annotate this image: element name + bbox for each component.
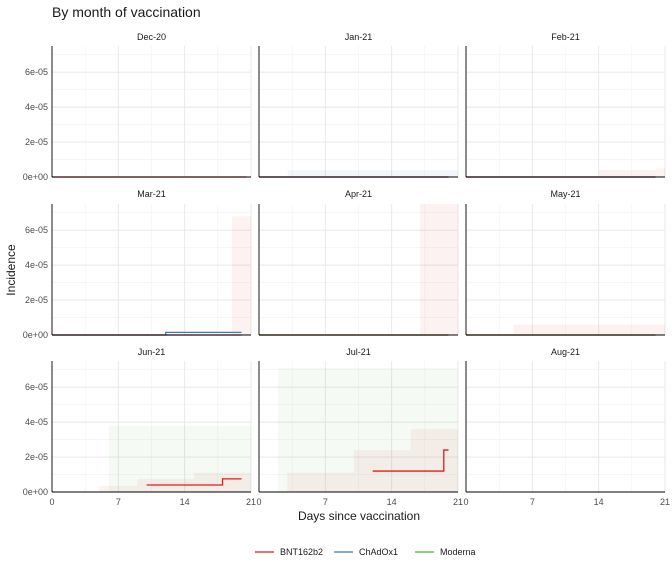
legend-label: ChAdOx1 xyxy=(359,547,398,557)
y-tick-label: 2e-05 xyxy=(25,137,48,147)
x-axis-title: Days since vaccination xyxy=(298,509,420,523)
x-tick-label: 21 xyxy=(660,497,670,507)
confidence-band xyxy=(287,170,458,177)
facet-strip-label: Apr-21 xyxy=(345,189,372,199)
confidence-band xyxy=(655,168,665,177)
facet-panel: Jul-21 0 7 14 21 xyxy=(256,347,463,507)
x-tick-label: 7 xyxy=(530,497,535,507)
facet-panel: Jan-21 xyxy=(258,32,459,178)
confidence-band xyxy=(513,324,665,335)
facet-panel: May-21 xyxy=(465,189,666,336)
confidence-band xyxy=(108,425,251,492)
legend-item: BNT162b2 xyxy=(255,547,323,557)
facet-panel: Mar-21 0e+00 2e-05 4e-05 6e-05 xyxy=(23,189,252,340)
confidence-band xyxy=(99,485,138,492)
y-tick-label: 6e-05 xyxy=(25,67,48,77)
y-tick-label: 0e+00 xyxy=(23,330,48,340)
y-tick-label: 0e+00 xyxy=(23,172,48,182)
legend-item: ChAdOx1 xyxy=(334,547,398,557)
x-tick-label: 21 xyxy=(246,497,256,507)
y-tick-label: 6e-05 xyxy=(25,225,48,235)
facet-panel: Feb-21 xyxy=(465,32,666,178)
x-tick-label: 7 xyxy=(323,497,328,507)
y-tick-label: 4e-05 xyxy=(25,417,48,427)
legend: BNT162b2 ChAdOx1 Moderna xyxy=(255,547,476,557)
confidence-band xyxy=(410,429,458,492)
facet-strip-label: Aug-21 xyxy=(551,347,580,357)
facet-panel: Jun-21 0e+00 2e-05 4e-05 6e-05 0 7 14 21 xyxy=(23,347,256,507)
facet-panel: Apr-21 xyxy=(258,189,459,336)
facet-strip-label: Dec-20 xyxy=(137,32,166,42)
y-tick-label: 4e-05 xyxy=(25,260,48,270)
y-tick-label: 2e-05 xyxy=(25,295,48,305)
x-tick-label: 7 xyxy=(116,497,121,507)
y-tick-label: 4e-05 xyxy=(25,102,48,112)
confidence-band xyxy=(598,170,656,177)
facet-strip-label: Jun-21 xyxy=(138,347,166,357)
facet-strip-label: Feb-21 xyxy=(551,32,580,42)
series-line xyxy=(372,449,449,472)
legend-item: Moderna xyxy=(415,547,476,557)
x-tick-label: 21 xyxy=(453,497,463,507)
x-tick-label: 14 xyxy=(180,497,190,507)
x-tick-label: 0 xyxy=(256,497,261,507)
facet-strip-label: May-21 xyxy=(550,189,580,199)
x-tick-label: 0 xyxy=(463,497,468,507)
facet-strip-label: Jul-21 xyxy=(346,347,371,357)
y-tick-label: 6e-05 xyxy=(25,382,48,392)
y-tick-label: 0e+00 xyxy=(23,487,48,497)
x-tick-label: 14 xyxy=(594,497,604,507)
legend-label: Moderna xyxy=(440,547,476,557)
series-line xyxy=(146,478,242,486)
y-axis-title: Incidence xyxy=(4,244,18,296)
confidence-band xyxy=(420,204,458,335)
x-tick-label: 14 xyxy=(387,497,397,507)
y-tick-label: 2e-05 xyxy=(25,452,48,462)
confidence-band xyxy=(287,472,354,492)
facet-strip-label: Mar-21 xyxy=(137,189,166,199)
chart-title: By month of vaccination xyxy=(52,4,201,20)
legend-label: BNT162b2 xyxy=(280,547,323,557)
facet-panel: Dec-20 0e+00 2e-05 4e-05 6e-05 xyxy=(23,32,252,182)
x-tick-label: 0 xyxy=(49,497,54,507)
facet-panel: Aug-21 0 7 14 21 xyxy=(463,347,670,507)
facet-strip-label: Jan-21 xyxy=(345,32,373,42)
confidence-band xyxy=(232,216,251,335)
